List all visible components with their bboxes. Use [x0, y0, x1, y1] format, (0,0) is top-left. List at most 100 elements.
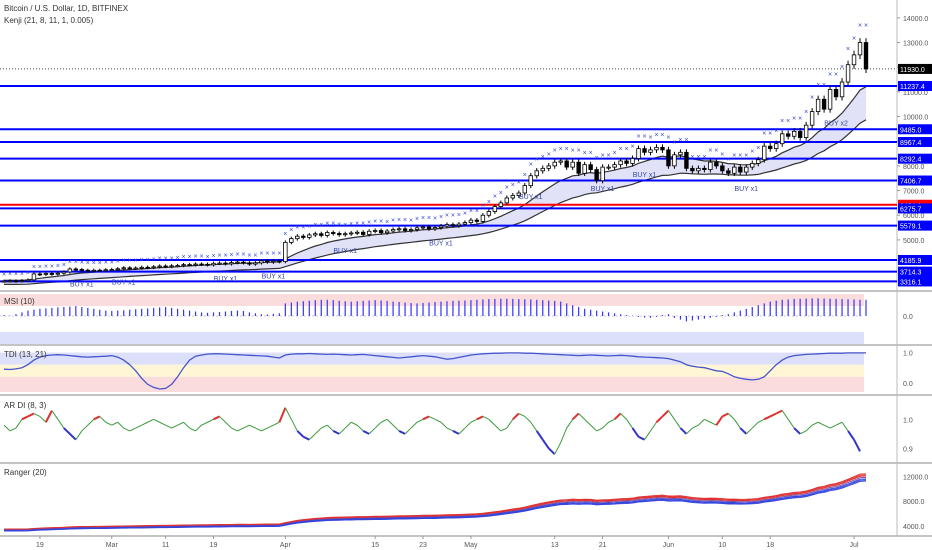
ardi-segment: [644, 430, 651, 440]
price-tick-label: 11000.0: [903, 90, 928, 97]
candle: [660, 146, 665, 151]
ardi-segment: [117, 421, 125, 429]
ranger-line: [3, 477, 867, 531]
ardi-segment: [590, 424, 597, 432]
candle: [37, 273, 43, 276]
level-tag: [898, 153, 932, 164]
tdi-tick-label: 1.0: [903, 351, 913, 358]
candle: [636, 148, 641, 159]
candle: [343, 233, 348, 236]
ardi-segment: [171, 424, 178, 429]
trail-marker: ×: [858, 23, 862, 30]
candle: [444, 224, 450, 227]
ardi-segment: [518, 413, 526, 417]
trail-marker: ×: [529, 162, 533, 169]
trail-marker: ×: [361, 220, 365, 227]
ardi-segment: [296, 430, 305, 438]
trail-marker: ×: [451, 212, 455, 219]
ardi-segment: [99, 416, 107, 423]
ardi-segment: [3, 424, 11, 432]
candle: [642, 148, 647, 153]
ardi-segment: [470, 418, 478, 423]
candle: [348, 232, 354, 235]
ardi-segment: [213, 415, 220, 421]
trail-marker: ×: [8, 271, 12, 278]
tdi-line: [3, 352, 866, 390]
ardi-segment: [195, 424, 202, 432]
candle: [630, 158, 635, 164]
ardi-segment: [93, 415, 101, 421]
candle: [600, 166, 605, 182]
trail-marker: ×: [128, 257, 132, 264]
trail-marker: ×: [182, 254, 186, 261]
candle: [235, 261, 240, 264]
level-tag: [898, 254, 932, 265]
trail-marker: ×: [433, 216, 437, 223]
price-tick-label: 8000.0: [903, 164, 925, 171]
ardi-segment: [129, 427, 136, 432]
kenji-band-lower: [4, 119, 867, 285]
buy-annotation: BUY x1: [214, 276, 238, 283]
trail-marker: ×: [475, 208, 479, 215]
candle: [366, 230, 372, 235]
trail-marker: ×: [325, 221, 329, 228]
candle: [468, 219, 474, 224]
ardi-segment: [763, 415, 771, 421]
trail-marker: ×: [229, 252, 233, 259]
ardi-segment: [362, 430, 370, 435]
ardi-segment: [440, 421, 448, 429]
ardi-segment: [829, 424, 837, 429]
trail-marker: ×: [660, 132, 664, 139]
ardi-segment: [524, 416, 532, 423]
trail-marker: ×: [625, 146, 629, 153]
candle: [606, 166, 611, 169]
ardi-segment: [75, 430, 83, 440]
trail-marker: ×: [349, 221, 353, 228]
trail-marker: ×: [864, 23, 868, 30]
trail-marker: ×: [726, 156, 730, 163]
x-tick-label: 13: [551, 542, 559, 549]
buy-annotation: BUY x2: [824, 120, 848, 127]
trail-marker: ×: [720, 151, 724, 158]
candle: [313, 233, 318, 236]
candle: [732, 166, 737, 174]
price-tick-label: 7000.0: [903, 189, 925, 196]
ardi-segment: [793, 427, 801, 435]
ardi-segment: [476, 415, 484, 421]
buy-annotation: BUY x1: [429, 241, 453, 248]
candle: [827, 89, 833, 110]
candle: [474, 219, 480, 222]
trail-marker: ×: [583, 150, 587, 157]
candle: [576, 161, 581, 174]
ranger-line: [4, 479, 867, 532]
trail-marker: ×: [409, 218, 413, 225]
ardi-segment: [231, 427, 238, 432]
trail-marker: ×: [2, 271, 6, 278]
trail-marker: ×: [565, 146, 569, 153]
x-tick-label: Jun: [663, 542, 674, 549]
ardi-segment: [428, 415, 436, 420]
trail-marker: ×: [337, 222, 341, 229]
candle: [594, 169, 599, 182]
candle: [1, 280, 7, 283]
trail-marker: ×: [810, 95, 814, 102]
ardi-segment: [338, 427, 346, 435]
trail-marker: ×: [828, 72, 832, 79]
trail-marker: ×: [253, 252, 257, 259]
candle: [253, 262, 258, 265]
ardi-segment: [39, 416, 47, 423]
candle: [768, 145, 773, 150]
ardi-segment: [147, 418, 154, 423]
candle: [438, 225, 444, 228]
trail-marker: ×: [307, 223, 311, 230]
buy-annotation: BUY x1: [734, 186, 758, 193]
ardi-segment: [267, 424, 274, 429]
trail-marker: ×: [744, 153, 748, 160]
ardi-segment: [201, 421, 208, 426]
trail-marker: ×: [68, 259, 72, 266]
price-tick-label: 5000.0: [903, 238, 925, 245]
ardi-segment: [332, 430, 340, 435]
trail-marker: ×: [319, 222, 323, 229]
trail-marker: ×: [403, 217, 407, 224]
trail-marker: ×: [505, 185, 509, 192]
